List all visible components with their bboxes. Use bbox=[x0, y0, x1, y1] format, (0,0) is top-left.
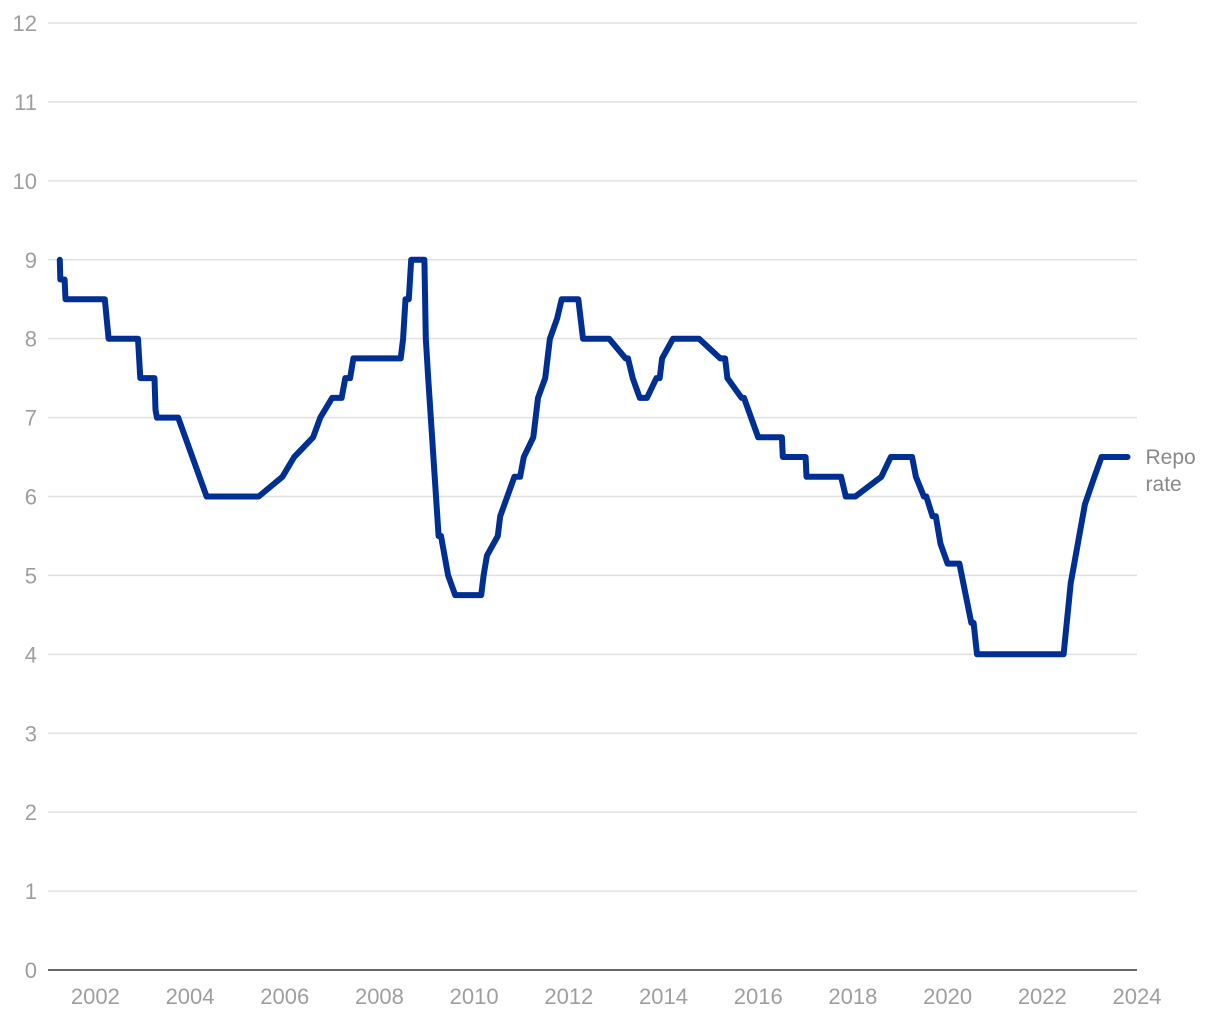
y-tick-label: 0 bbox=[25, 958, 37, 983]
y-tick-label: 4 bbox=[25, 642, 37, 667]
y-tick-label: 7 bbox=[25, 406, 37, 431]
series-label-line-2: rate bbox=[1146, 473, 1182, 496]
x-tick-label: 2002 bbox=[71, 984, 120, 1009]
series-label-line-1: Repo bbox=[1146, 446, 1196, 469]
x-tick-label: 2006 bbox=[260, 984, 309, 1009]
y-tick-label: 6 bbox=[25, 485, 37, 510]
x-tick-label: 2012 bbox=[544, 984, 593, 1009]
y-tick-label: 8 bbox=[25, 327, 37, 352]
series-group bbox=[56, 256, 1131, 658]
y-tick-label: 5 bbox=[25, 563, 37, 588]
series-line-repo-rate bbox=[56, 256, 1131, 658]
y-tick-label: 12 bbox=[13, 11, 37, 36]
x-tick-label: 2024 bbox=[1113, 984, 1162, 1009]
x-tick-label: 2022 bbox=[1018, 984, 1067, 1009]
y-tick-label: 9 bbox=[25, 248, 37, 273]
y-tick-label: 10 bbox=[13, 169, 37, 194]
x-tick-label: 2004 bbox=[166, 984, 215, 1009]
y-tick-label: 2 bbox=[25, 800, 37, 825]
x-tick-label: 2016 bbox=[734, 984, 783, 1009]
x-tick-label: 2010 bbox=[450, 984, 499, 1009]
grid-lines bbox=[48, 22, 1137, 892]
x-tick-label: 2008 bbox=[355, 984, 404, 1009]
y-tick-label: 3 bbox=[25, 721, 37, 746]
x-tick-label: 2020 bbox=[923, 984, 972, 1009]
y-tick-label: 1 bbox=[25, 879, 37, 904]
x-tick-label: 2018 bbox=[828, 984, 877, 1009]
y-tick-label: 11 bbox=[14, 90, 37, 115]
x-tick-label: 2014 bbox=[639, 984, 688, 1009]
x-axis-ticks: 2002 2004 2006 2008 2010 2012 2014 2016 2018 2020… bbox=[71, 984, 1162, 1009]
series-label-repo-rate: Repo rate bbox=[1146, 446, 1202, 496]
